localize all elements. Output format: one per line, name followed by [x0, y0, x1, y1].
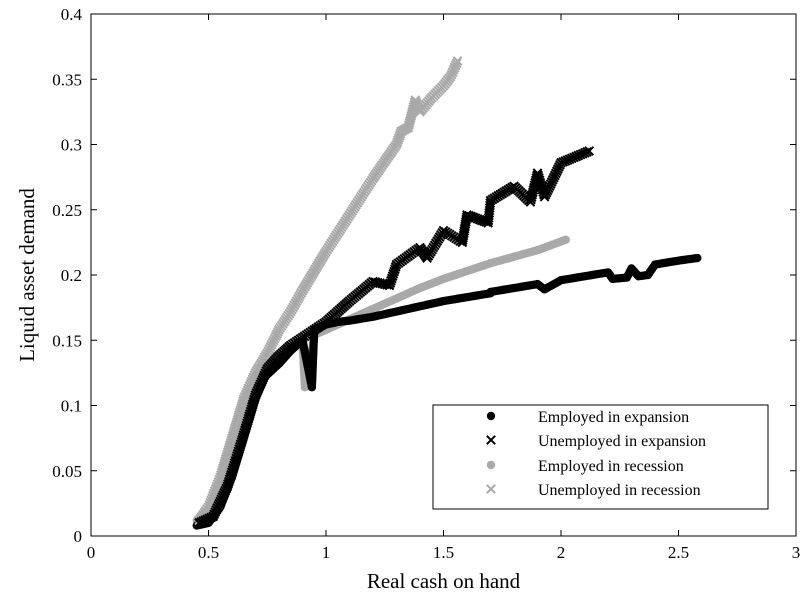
legend-label-unemployed-recession: Unemployed in recession — [538, 482, 701, 499]
axis-ticks: 0 0.5 1 1.5 2 2.5 3 0 0.05 0.1 0.15 0.2 0.25 0.3 0.35 0… — [52, 5, 800, 562]
legend-marker — [486, 411, 496, 421]
x-axis-title: Real cash on hand — [367, 569, 521, 593]
y-tick-label: 0.4 — [61, 5, 83, 24]
legend-label-unemployed-expansion: Unemployed in expansion — [538, 433, 706, 450]
legend: Employed in expansion Unemployed in expa… — [432, 404, 769, 510]
legend-markers — [486, 411, 496, 494]
y-axis-title: Liquid asset demand — [15, 188, 39, 362]
y-tick-label: 0.25 — [52, 201, 82, 220]
y-tick-label: 0.15 — [52, 331, 82, 350]
data-point — [693, 253, 702, 263]
legend-marker — [486, 484, 496, 494]
legend-label-employed-expansion: Employed in expansion — [538, 409, 689, 426]
data-point — [561, 235, 570, 244]
y-tick-label: 0.05 — [52, 462, 82, 481]
x-tick-label: 1 — [322, 543, 331, 562]
y-tick-label: 0.35 — [52, 70, 82, 89]
x-tick-label: 0 — [87, 543, 96, 562]
series-unemployed-in-recession — [194, 56, 463, 526]
x-tick-label: 2.5 — [668, 543, 689, 562]
data-points — [192, 56, 702, 530]
data-point — [584, 146, 595, 156]
x-tick-label: 1.5 — [433, 543, 454, 562]
x-tick-label: 0.5 — [198, 543, 219, 562]
y-tick-label: 0.2 — [61, 266, 82, 285]
legend-label-employed-recession: Employed in recession — [538, 458, 684, 475]
x-tick-label: 3 — [792, 543, 800, 562]
x-tick-label: 2 — [557, 543, 566, 562]
series-unemployed-in-expansion — [194, 146, 595, 528]
y-tick-label: 0 — [74, 527, 83, 546]
y-tick-label: 0.3 — [61, 136, 82, 155]
y-tick-label: 0.1 — [61, 397, 82, 416]
legend-marker — [486, 435, 496, 445]
data-point — [452, 56, 463, 66]
legend-marker — [486, 460, 496, 470]
